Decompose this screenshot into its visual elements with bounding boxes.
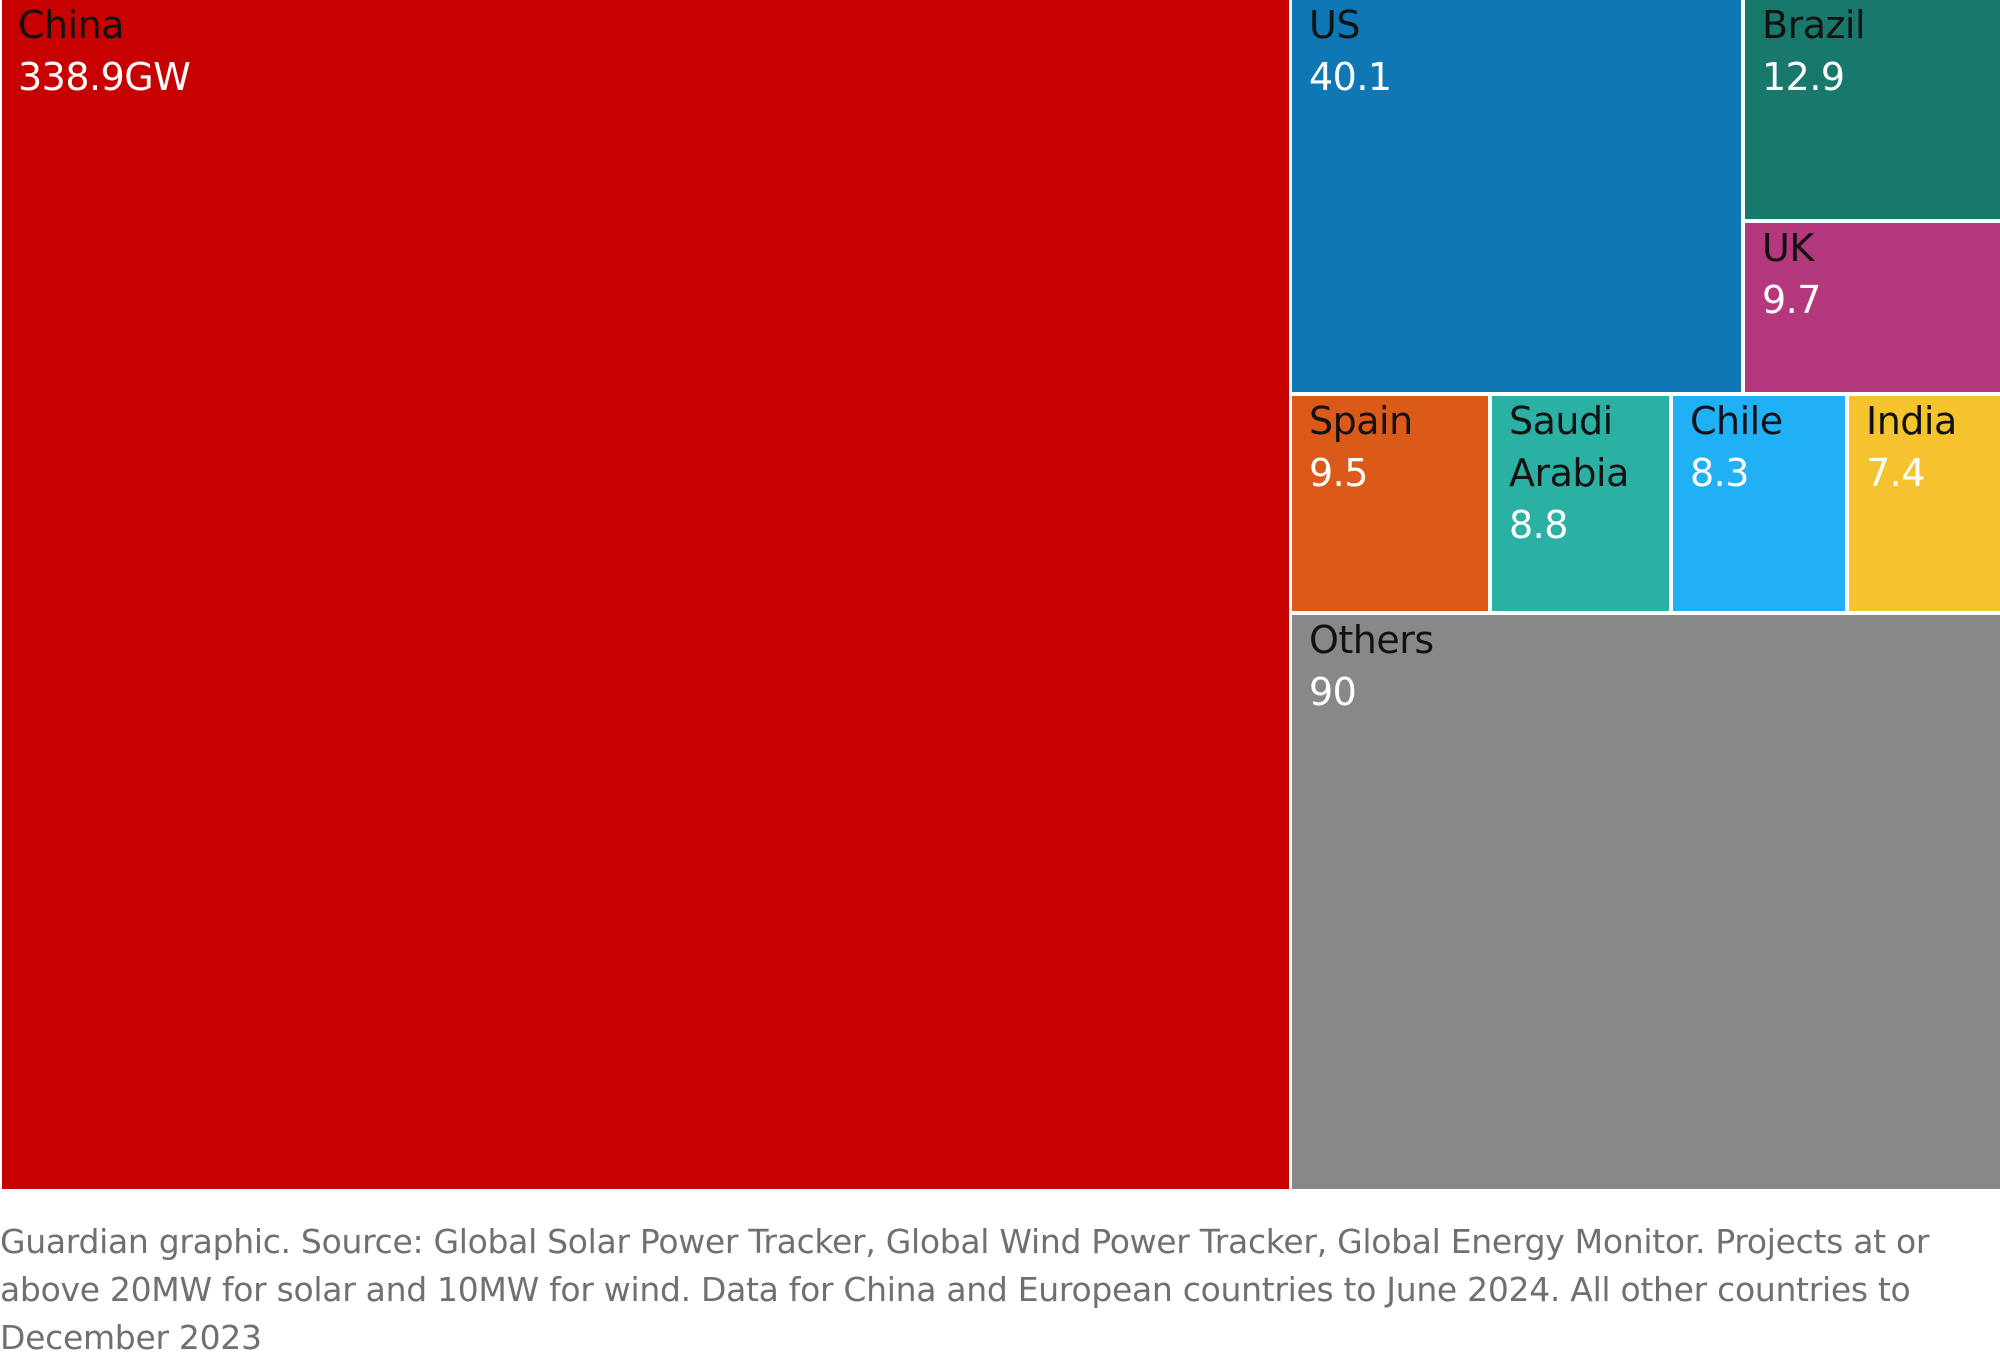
- treemap-cell-chile: Chile 8.3: [1673, 396, 1845, 611]
- treemap-value-us: 40.1: [1309, 55, 1392, 99]
- treemap-cell-others: Others 90: [1292, 615, 2000, 1189]
- treemap-label-uk: UK: [1762, 226, 1815, 270]
- source-note: Guardian graphic. Source: Global Solar P…: [0, 1222, 1930, 1357]
- treemap-cell-us: US 40.1: [1292, 0, 1741, 392]
- treemap-rect-india: [1849, 396, 2000, 611]
- treemap-chart: China 338.9GW US 40.1 Brazil 12.9 UK 9.7 Spain 9.…: [2, 0, 2000, 1189]
- treemap-rect-us: [1292, 0, 1741, 392]
- treemap-rect-china: [2, 0, 1289, 1189]
- treemap-rect-uk: [1745, 223, 2000, 392]
- treemap-value-spain: 9.5: [1309, 451, 1368, 495]
- treemap-value-uk: 9.7: [1762, 278, 1821, 322]
- treemap-cell-india: India 7.4: [1849, 396, 2000, 611]
- treemap-value-saudi-arabia: 8.8: [1509, 503, 1568, 547]
- treemap-label-spain: Spain: [1309, 399, 1413, 443]
- treemap-label-brazil: Brazil: [1762, 3, 1865, 47]
- treemap-label-saudi-arabia: Saudi Arabia: [1509, 399, 1629, 495]
- treemap-label-india: India: [1866, 399, 1957, 443]
- treemap-cell-uk: UK 9.7: [1745, 223, 2000, 392]
- treemap-cell-spain: Spain 9.5: [1292, 396, 1488, 611]
- treemap-value-china: 338.9GW: [18, 55, 190, 99]
- treemap-value-brazil: 12.9: [1762, 55, 1845, 99]
- treemap-value-india: 7.4: [1866, 451, 1925, 495]
- treemap-rect-chile: [1673, 396, 1845, 611]
- treemap-label-china: China: [18, 3, 124, 47]
- treemap-rect-brazil: [1745, 0, 2000, 219]
- treemap-label-us: US: [1309, 3, 1360, 47]
- treemap-rect-saudi-arabia: [1492, 396, 1669, 611]
- treemap-label-others: Others: [1309, 618, 1434, 662]
- treemap-rect-others: [1292, 615, 2000, 1189]
- treemap-cell-brazil: Brazil 12.9: [1745, 0, 2000, 219]
- treemap-cell-saudi-arabia: Saudi Arabia 8.8: [1492, 396, 1669, 611]
- treemap-value-chile: 8.3: [1690, 451, 1749, 495]
- treemap-cell-china: China 338.9GW: [2, 0, 1289, 1189]
- treemap-label-chile: Chile: [1690, 399, 1783, 443]
- treemap-rect-spain: [1292, 396, 1488, 611]
- treemap-value-others: 90: [1309, 670, 1356, 714]
